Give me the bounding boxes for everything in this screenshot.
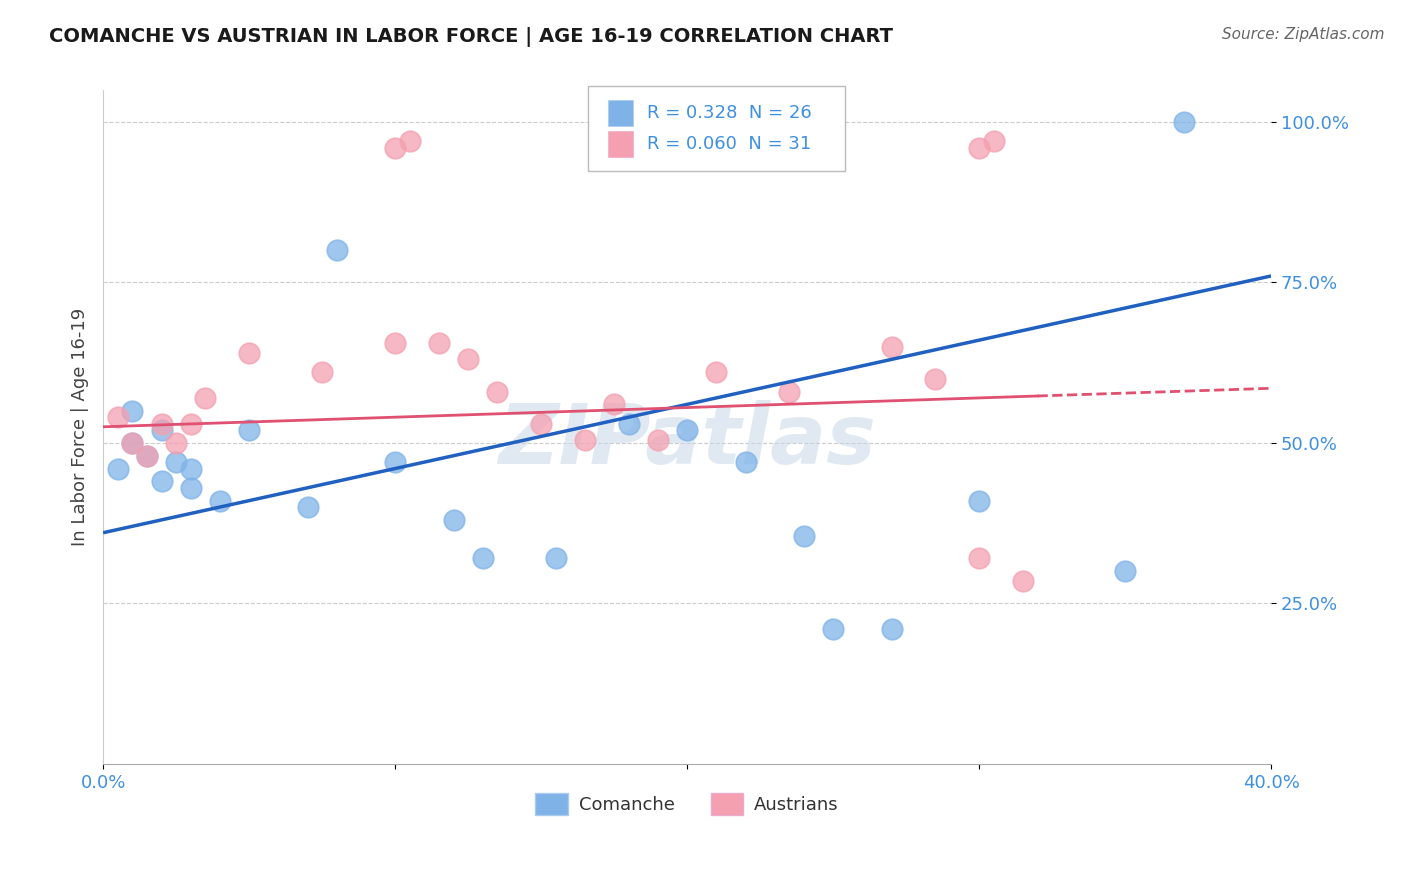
Point <box>180 417 202 431</box>
Text: R = 0.328  N = 26: R = 0.328 N = 26 <box>647 103 813 121</box>
Point <box>1173 115 1195 129</box>
Point <box>778 384 800 399</box>
Point <box>208 493 231 508</box>
Point <box>793 140 815 154</box>
Bar <box>607 131 633 156</box>
Point <box>398 134 420 148</box>
Point <box>574 433 596 447</box>
Point <box>823 622 845 636</box>
Point <box>165 435 187 450</box>
Point <box>384 140 406 154</box>
FancyBboxPatch shape <box>588 87 845 170</box>
Point <box>107 410 129 425</box>
Point <box>880 340 903 354</box>
Point <box>238 346 260 360</box>
Point <box>384 336 406 351</box>
Point <box>1012 574 1035 588</box>
Point <box>457 352 479 367</box>
Point <box>793 529 815 543</box>
Point <box>530 417 553 431</box>
Point <box>807 134 830 148</box>
Point <box>136 449 159 463</box>
Point <box>165 455 187 469</box>
Point <box>880 622 903 636</box>
Point <box>121 435 143 450</box>
Point <box>443 513 465 527</box>
Point <box>136 449 159 463</box>
Point <box>427 336 450 351</box>
Point <box>704 365 727 379</box>
Point <box>238 423 260 437</box>
Point <box>676 423 699 437</box>
Point <box>486 384 509 399</box>
Point <box>967 551 990 566</box>
Legend: Comanche, Austrians: Comanche, Austrians <box>529 786 846 822</box>
Point <box>734 455 756 469</box>
Text: ZIPatlas: ZIPatlas <box>498 400 876 481</box>
Text: R = 0.060  N = 31: R = 0.060 N = 31 <box>647 135 811 153</box>
Point <box>180 481 202 495</box>
Point <box>1114 564 1136 578</box>
Y-axis label: In Labor Force | Age 16-19: In Labor Force | Age 16-19 <box>72 308 89 546</box>
Point <box>121 435 143 450</box>
Point <box>107 461 129 475</box>
Point <box>325 244 347 258</box>
Text: Source: ZipAtlas.com: Source: ZipAtlas.com <box>1222 27 1385 42</box>
Point <box>983 134 1005 148</box>
Point <box>150 423 173 437</box>
Point <box>384 455 406 469</box>
Point <box>180 461 202 475</box>
Point <box>967 140 990 154</box>
Point <box>311 365 333 379</box>
Text: COMANCHE VS AUSTRIAN IN LABOR FORCE | AGE 16-19 CORRELATION CHART: COMANCHE VS AUSTRIAN IN LABOR FORCE | AG… <box>49 27 893 46</box>
Point <box>150 475 173 489</box>
Bar <box>607 100 633 126</box>
Point <box>194 391 217 405</box>
Point <box>617 417 640 431</box>
Point <box>647 433 669 447</box>
Point <box>924 372 946 386</box>
Point <box>121 403 143 417</box>
Point <box>150 417 173 431</box>
Point <box>544 551 567 566</box>
Point <box>297 500 319 514</box>
Point <box>967 493 990 508</box>
Point <box>603 397 626 411</box>
Point <box>471 551 494 566</box>
